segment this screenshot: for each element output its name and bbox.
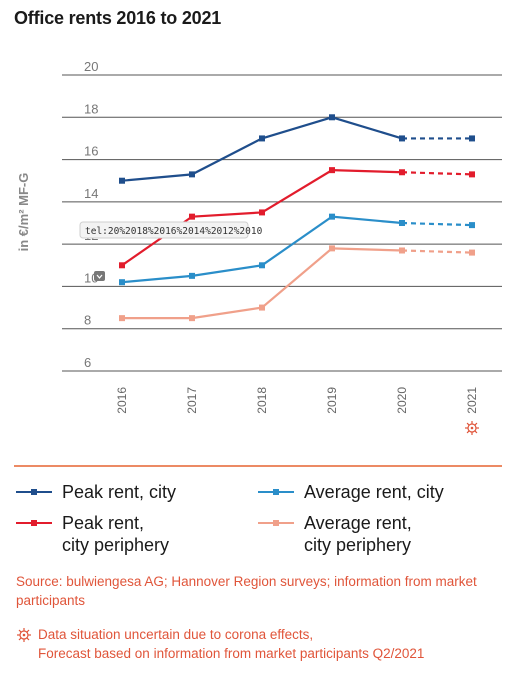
virus-spike	[466, 430, 470, 434]
tooltip-box	[79, 221, 249, 239]
x-tick-label: 2021	[465, 387, 479, 414]
legend-peak-rent-city: Peak rent, city	[16, 481, 176, 503]
data-point	[119, 262, 125, 269]
series-0	[119, 114, 475, 184]
legend-swatch-peak-periphery	[16, 520, 52, 526]
note-line-2: Forecast based on information from marke…	[38, 646, 425, 661]
legend-label: Average rent, city	[304, 482, 444, 502]
legend-average-rent-city: Average rent, city	[258, 481, 444, 503]
data-point	[189, 272, 195, 279]
legend-label: Peak rent, city	[62, 482, 177, 502]
legend-label: Average rent,	[304, 513, 412, 533]
data-point	[469, 135, 475, 142]
data-point	[259, 209, 265, 216]
y-tick-label: 6	[84, 355, 91, 370]
source-note: Source: bulwiengesa AG; Hannover Region …	[16, 574, 477, 608]
data-point	[329, 213, 335, 220]
data-point	[119, 177, 125, 184]
tooltip: tel:20%2018%2016%2014%2012%2010	[79, 221, 263, 281]
data-point	[399, 247, 405, 254]
tooltip-text: tel:20%2018%2016%2014%2012%2010	[85, 226, 263, 237]
note-line-1: Data situation uncertain due to corona e…	[38, 627, 314, 642]
data-point	[469, 249, 475, 256]
legend-swatch-avg-city	[258, 489, 294, 495]
legend-label: city periphery	[62, 535, 170, 555]
series-forecast-line	[401, 171, 473, 176]
series-lines	[119, 114, 475, 322]
virus-spike	[474, 430, 478, 434]
series-3	[119, 245, 475, 322]
y-axis-label: in €/m² MF-G	[16, 173, 31, 252]
legend-swatch-avg-periphery	[258, 520, 294, 526]
data-point	[259, 135, 265, 142]
x-axis-ticks: 2016 2017 2018 2019 2020 2021	[115, 387, 479, 414]
series-line	[121, 169, 403, 267]
series-forecast-line	[401, 249, 473, 254]
data-point	[259, 304, 265, 311]
virus-core	[470, 426, 474, 430]
series-1	[119, 167, 475, 269]
legend-swatch-peak-city	[16, 489, 52, 495]
data-point	[329, 114, 335, 121]
legend-average-rent-periphery: Average rent, city periphery	[258, 512, 412, 556]
data-point	[189, 213, 195, 220]
y-tick-label: 18	[84, 101, 98, 116]
corona-note: Data situation uncertain due to corona e…	[16, 625, 496, 663]
data-point	[399, 220, 405, 226]
x-tick-label: 2019	[325, 387, 339, 414]
virus-spike	[474, 422, 478, 426]
data-point	[329, 245, 335, 252]
grid	[62, 74, 502, 372]
data-point	[259, 262, 265, 269]
data-point	[469, 171, 475, 178]
chevron-down-icon	[96, 274, 103, 279]
legend-peak-rent-periphery: Peak rent, city periphery	[16, 512, 169, 556]
y-axis-ticks: 68101214161820	[84, 59, 98, 370]
divider	[14, 465, 502, 467]
y-tick-label: 16	[84, 144, 98, 159]
y-tick-label: 8	[84, 313, 91, 328]
badge	[94, 271, 105, 281]
virus-icon	[465, 421, 479, 435]
virus-spike	[466, 422, 470, 426]
line-chart: 68101214161820 in €/m² MF-G 201620172018…	[16, 59, 502, 435]
series-forecast-line	[401, 221, 473, 227]
data-point	[119, 315, 125, 322]
y-tick-label: 14	[84, 186, 98, 201]
data-point	[119, 279, 125, 286]
data-point	[399, 135, 405, 142]
data-point	[469, 222, 475, 229]
x-tick-label: 2018	[255, 387, 269, 414]
y-tick-label: 20	[84, 59, 98, 74]
data-point	[399, 169, 405, 176]
virus-icon	[465, 421, 479, 435]
data-point	[189, 171, 195, 178]
x-tick-label: 2020	[395, 387, 409, 414]
data-point	[329, 167, 335, 174]
data-point	[189, 315, 195, 322]
series-2	[119, 213, 475, 286]
virus-icon	[17, 628, 31, 642]
legend-label: Peak rent,	[62, 513, 145, 533]
x-tick-label: 2017	[185, 387, 199, 414]
x-tick-label: 2016	[115, 387, 129, 414]
legend-label: city periphery	[304, 535, 412, 555]
chart-title: Office rents 2016 to 2021	[14, 8, 222, 28]
